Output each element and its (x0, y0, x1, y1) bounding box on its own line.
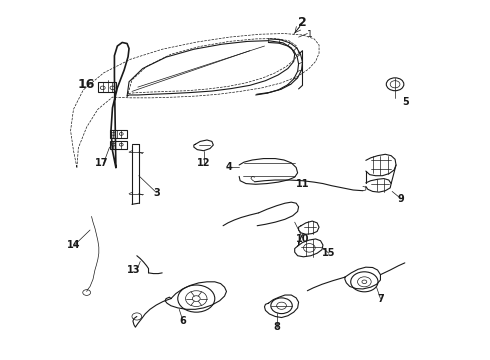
Bar (110, 141, 126, 149)
Text: 9: 9 (397, 194, 404, 203)
Text: 2: 2 (298, 15, 307, 28)
Text: 12: 12 (197, 158, 210, 168)
Text: 11: 11 (296, 179, 309, 189)
Text: 7: 7 (377, 294, 384, 303)
Text: 6: 6 (179, 316, 186, 326)
Text: 3: 3 (153, 188, 160, 198)
Text: 16: 16 (78, 78, 96, 91)
Text: 15: 15 (322, 248, 336, 258)
Text: 8: 8 (273, 322, 280, 332)
Text: 4: 4 (226, 162, 233, 172)
Text: 1: 1 (307, 30, 313, 39)
Bar (98, 82, 116, 93)
Text: 10: 10 (296, 234, 309, 244)
Text: 14: 14 (67, 240, 80, 250)
Text: 17: 17 (95, 158, 108, 168)
Text: 13: 13 (127, 265, 141, 275)
Bar (110, 130, 126, 138)
Text: 5: 5 (402, 97, 409, 107)
